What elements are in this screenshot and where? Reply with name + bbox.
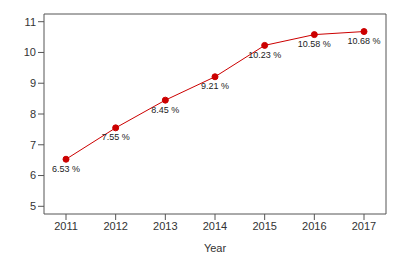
svg-text:Year: Year [204,242,227,254]
svg-text:2012: 2012 [103,220,127,232]
svg-text:8: 8 [30,108,36,120]
svg-text:2017: 2017 [352,220,376,232]
svg-text:10.58 %: 10.58 % [298,39,331,49]
svg-text:9.21 %: 9.21 % [201,81,229,91]
svg-text:7: 7 [30,139,36,151]
svg-text:2011: 2011 [54,220,78,232]
svg-text:6: 6 [30,169,36,181]
svg-text:11: 11 [25,16,36,28]
svg-text:10.68 %: 10.68 % [347,36,380,46]
svg-text:5: 5 [30,200,36,212]
svg-text:10: 10 [24,46,36,58]
svg-text:2013: 2013 [153,220,177,232]
svg-text:9: 9 [30,77,36,89]
svg-text:10.23 %: 10.23 % [248,50,281,60]
svg-text:6.53 %: 6.53 % [52,164,80,174]
svg-text:2015: 2015 [252,220,276,232]
svg-text:2016: 2016 [302,220,326,232]
svg-text:8.45 %: 8.45 % [151,105,179,115]
svg-text:2014: 2014 [203,220,227,232]
svg-text:7.55 %: 7.55 % [102,132,130,142]
